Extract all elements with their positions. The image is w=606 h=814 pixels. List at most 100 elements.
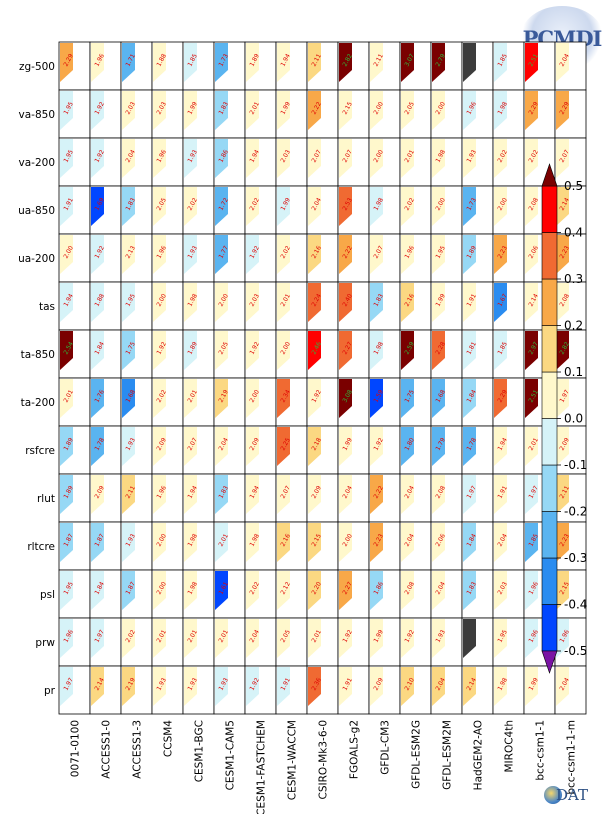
cell-color-wedge — [525, 379, 538, 418]
column-label-bcc-csm1-1-m: bcc-csm1-1-m — [566, 720, 578, 795]
column-label-access1-3: ACCESS1-3 — [132, 720, 144, 779]
cell-color-wedge — [401, 475, 414, 514]
cell-va-200-gfdl-esm2g: 2.01 — [399, 137, 432, 187]
cell-rsfcre-cesm1-bgc: 2.07 — [182, 425, 215, 475]
cell-color-wedge — [370, 43, 383, 82]
cell-color-wedge — [370, 187, 383, 226]
colorbar-segment — [541, 371, 558, 419]
cell-prw-hadgem2-ao — [461, 617, 494, 667]
cell-color-wedge — [308, 139, 321, 178]
cell-color-wedge — [122, 283, 135, 322]
cell-color-wedge — [556, 571, 569, 610]
cell-ta-200-cesm1-bgc: 2.01 — [182, 377, 215, 427]
cell-color-wedge — [246, 91, 259, 130]
cell-color-wedge — [246, 379, 259, 418]
column-label-gfdl-cm3: GFDL-CM3 — [380, 720, 392, 775]
cell-color-wedge — [339, 571, 352, 610]
cell-prw-cesm1-bgc: 2.01 — [182, 617, 215, 667]
cell-ua-850-0071-0100: 1.91 — [58, 185, 91, 235]
cell-color-wedge — [525, 139, 538, 178]
cell-color-wedge — [153, 427, 166, 466]
cell-color-wedge — [494, 619, 507, 658]
cell-zg-500-hadgem2-ao — [461, 41, 494, 91]
cell-rltcre-miroc4th: 2.04 — [492, 521, 525, 571]
column-labels: 0071-0100 ACCESS1-0 ACCESS1-3 CCSM4 CESM1-BG… — [70, 720, 578, 814]
cell-rltcre-cesm1-bgc: 1.98 — [182, 521, 215, 571]
cell-pr-csiro-mk3-6-0: 2.36 — [306, 665, 339, 715]
cell-color-wedge — [91, 667, 104, 706]
colorbar-segment — [541, 418, 558, 466]
cell-prw-bcc-csm1-1-m: 1.96 — [554, 617, 587, 667]
cell-color-wedge — [370, 283, 383, 322]
cell-color-wedge — [525, 571, 538, 610]
cell-color-wedge — [215, 235, 228, 274]
cell-rsfcre-csiro-mk3-6-0: 2.18 — [306, 425, 339, 475]
cell-va-850-miroc4th: 1.98 — [492, 89, 525, 139]
cell-ta-200-fgoals-g2: 3.08 — [337, 377, 370, 427]
cell-ua-850-miroc4th: 2.00 — [492, 185, 525, 235]
cell-color-wedge — [122, 43, 135, 82]
cdat-logo: DAT — [544, 784, 588, 806]
cell-color-wedge — [277, 667, 290, 706]
cell-color-wedge — [91, 91, 104, 130]
cell-color-wedge — [525, 619, 538, 658]
cell-rltcre-fgoals-g2: 2.00 — [337, 521, 370, 571]
cell-psl-miroc4th: 2.03 — [492, 569, 525, 619]
cell-color-wedge — [91, 331, 104, 370]
cell-color-wedge — [122, 523, 135, 562]
colorbar-segment — [541, 604, 558, 652]
cell-color-wedge — [246, 475, 259, 514]
cell-color-wedge — [122, 331, 135, 370]
cell-color-wedge — [91, 619, 104, 658]
cell-color-wedge — [215, 571, 228, 610]
cell-ta-200-bcc-csm1-1-m: 1.97 — [554, 377, 587, 427]
cell-ta-850-hadgem2-ao: 1.81 — [461, 329, 494, 379]
cell-ua-850-gfdl-cm3: 1.98 — [368, 185, 401, 235]
cell-color-wedge — [277, 427, 290, 466]
row-label-pr: pr — [44, 685, 56, 697]
cell-color-wedge — [153, 187, 166, 226]
row-label-ta-850: ta-850 — [21, 349, 55, 361]
cell-psl-cesm1-waccm: 2.12 — [275, 569, 308, 619]
cell-prw-cesm1-fastchem: 2.04 — [244, 617, 277, 667]
cell-color-wedge — [463, 43, 476, 82]
column-label-fgoals-g2: FGOALS-g2 — [349, 720, 361, 779]
cell-pr-gfdl-cm3: 2.09 — [368, 665, 401, 715]
cell-rltcre-ccsm4: 2.00 — [151, 521, 184, 571]
cell-color-wedge — [215, 91, 228, 130]
cell-ta-850-ccsm4: 1.92 — [151, 329, 184, 379]
cell-color-wedge — [370, 475, 383, 514]
cell-ta-850-miroc4th: 1.85 — [492, 329, 525, 379]
cell-color-wedge — [277, 43, 290, 82]
cell-va-200-cesm1-fastchem: 1.94 — [244, 137, 277, 187]
cell-color-wedge — [246, 139, 259, 178]
cell-pr-access1-0: 2.14 — [89, 665, 122, 715]
row-label-ua-850: ua-850 — [18, 205, 55, 217]
cell-psl-hadgem2-ao: 1.83 — [461, 569, 494, 619]
cell-ta-200-0071-0100: 2.01 — [58, 377, 91, 427]
cell-prw-gfdl-cm3: 1.99 — [368, 617, 401, 667]
cell-color-wedge — [401, 571, 414, 610]
cell-color-wedge — [246, 619, 259, 658]
cell-color-wedge — [184, 235, 197, 274]
cell-color-wedge — [463, 475, 476, 514]
cell-color-wedge — [401, 667, 414, 706]
cell-color-wedge — [91, 427, 104, 466]
cell-color-wedge — [60, 571, 73, 610]
cell-color-wedge — [339, 619, 352, 658]
cell-ta-200-gfdl-cm3: 1.59 — [368, 377, 401, 427]
cell-psl-0071-0100: 1.95 — [58, 569, 91, 619]
row-label-va-200: va-200 — [19, 157, 55, 169]
cell-psl-bcc-csm1-1-m: 2.15 — [554, 569, 587, 619]
colorbar-tick-label: -0.4 — [564, 598, 587, 612]
cell-color-wedge — [215, 283, 228, 322]
cell-pr-cesm1-cam5: 1.93 — [213, 665, 246, 715]
colorbar-segment — [541, 511, 558, 559]
colorbar-tick-label: 0.2 — [564, 319, 583, 333]
cell-color-wedge — [246, 667, 259, 706]
cell-color-wedge — [153, 331, 166, 370]
cell-color-wedge — [184, 667, 197, 706]
cell-tas-cesm1-fastchem: 2.03 — [244, 281, 277, 331]
cell-rlut-gfdl-esm2m: 2.08 — [430, 473, 463, 523]
cell-color-wedge — [246, 571, 259, 610]
